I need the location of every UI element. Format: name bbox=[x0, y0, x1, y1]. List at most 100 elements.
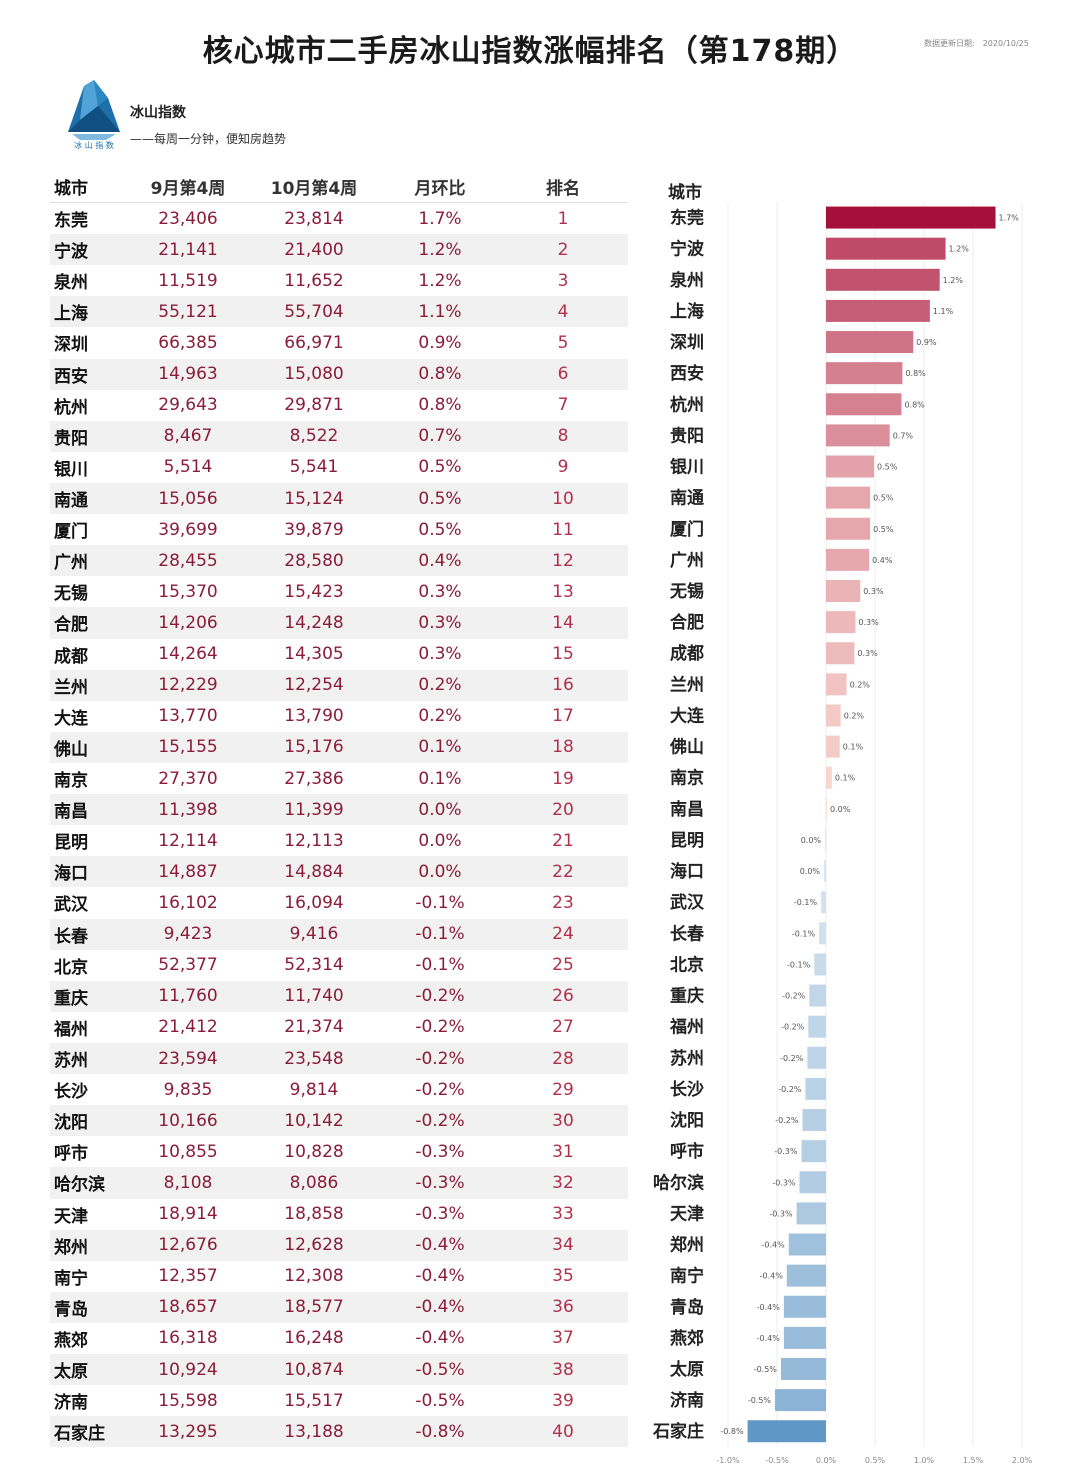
category-label: 西安 bbox=[670, 363, 704, 384]
table-row: 南宁 12,357 12,308 -0.4% 35 bbox=[50, 1261, 628, 1292]
cell-city: 贵阳 bbox=[50, 420, 130, 452]
iceberg-logo: 冰 山 指 数 bbox=[58, 76, 130, 152]
category-label: 南京 bbox=[670, 768, 704, 789]
table-row: 郑州 12,676 12,628 -0.4% 34 bbox=[50, 1229, 628, 1261]
cell-sep-week4: 12,229 bbox=[130, 669, 246, 701]
cell-city: 石家庄 bbox=[50, 1416, 130, 1448]
data-label: 0.1% bbox=[835, 774, 856, 783]
cell-oct-week4: 15,176 bbox=[246, 731, 382, 763]
cell-city: 南通 bbox=[50, 482, 130, 515]
cell-mom: 0.8% bbox=[418, 395, 462, 416]
bar bbox=[802, 1109, 826, 1132]
bar bbox=[821, 891, 826, 914]
bar bbox=[799, 1171, 826, 1194]
cell-city: 广州 bbox=[50, 545, 130, 577]
cell-city: 无锡 bbox=[54, 584, 88, 605]
data-label: -0.4% bbox=[757, 1334, 781, 1343]
cell-mom: -0.4% bbox=[382, 1229, 498, 1261]
bar bbox=[805, 1077, 826, 1100]
cell-oct-week4: 12,113 bbox=[284, 830, 344, 851]
category-label: 兰州 bbox=[670, 674, 704, 695]
cell-rank: 22 bbox=[498, 856, 628, 888]
category-label: 深圳 bbox=[670, 332, 704, 353]
cell-city: 海口 bbox=[50, 856, 130, 888]
cell-rank: 12 bbox=[498, 545, 628, 577]
cell-mom: 0.4% bbox=[382, 545, 498, 577]
cell-mom: 0.1% bbox=[382, 731, 498, 763]
cell-city: 青岛 bbox=[50, 1291, 130, 1323]
cell-city: 银川 bbox=[54, 459, 88, 480]
category-label: 武汉 bbox=[670, 892, 705, 913]
cell-oct-week4: 15,080 bbox=[246, 358, 382, 390]
cell-city: 成都 bbox=[54, 646, 88, 667]
cell-rank: 40 bbox=[498, 1416, 628, 1448]
category-label: 大连 bbox=[670, 705, 705, 726]
category-label: 合肥 bbox=[670, 612, 704, 633]
cell-sep-week4: 15,155 bbox=[130, 731, 246, 763]
category-label: 贵阳 bbox=[670, 425, 704, 446]
cell-sep-week4: 9,835 bbox=[163, 1079, 213, 1100]
cell-city: 南宁 bbox=[54, 1268, 88, 1289]
table-row: 贵阳 8,467 8,522 0.7% 8 bbox=[50, 420, 628, 452]
cell-sep-week4: 28,455 bbox=[130, 545, 246, 577]
cell-sep-week4: 10,855 bbox=[158, 1141, 218, 1162]
cell-sep-week4: 55,121 bbox=[130, 296, 246, 328]
cell-oct-week4: 8,086 bbox=[246, 1167, 382, 1199]
col-header-rank: 排名 bbox=[498, 170, 628, 203]
table-row: 昆明 12,114 12,113 0.0% 21 bbox=[50, 825, 628, 856]
cell-city: 南京 bbox=[54, 771, 88, 792]
cell-rank: 1 bbox=[557, 208, 569, 229]
cell-rank: 18 bbox=[498, 731, 628, 763]
cell-mom: -0.3% bbox=[415, 1204, 465, 1225]
data-label: 1.2% bbox=[943, 276, 964, 285]
cell-city: 武汉 bbox=[54, 895, 88, 916]
cell-city: 长春 bbox=[50, 918, 130, 950]
table-row: 长春 9,423 9,416 -0.1% 24 bbox=[50, 918, 628, 950]
cell-sep-week4: 52,377 bbox=[158, 955, 218, 976]
data-label: 1.2% bbox=[949, 245, 970, 254]
cell-city: 重庆 bbox=[50, 980, 130, 1012]
cell-oct-week4: 9,814 bbox=[289, 1079, 339, 1100]
cell-oct-week4: 23,814 bbox=[284, 208, 344, 229]
table-row: 佛山 15,155 15,176 0.1% 18 bbox=[50, 731, 628, 763]
data-label: -0.2% bbox=[782, 992, 806, 1001]
cell-rank: 16 bbox=[498, 669, 628, 701]
bar bbox=[826, 455, 875, 478]
data-label: -0.1% bbox=[794, 898, 818, 907]
category-label: 重庆 bbox=[670, 986, 704, 1007]
cell-rank: 29 bbox=[552, 1079, 574, 1100]
cell-mom: -0.5% bbox=[382, 1354, 498, 1386]
x-tick-label: 0.5% bbox=[865, 1456, 886, 1465]
cell-mom: -0.2% bbox=[415, 1017, 465, 1038]
bar bbox=[826, 206, 996, 229]
cell-city: 济南 bbox=[54, 1393, 88, 1414]
col-header-mom: 月环比 bbox=[382, 170, 498, 203]
cell-sep-week4: 8,108 bbox=[130, 1167, 246, 1199]
table-row: 无锡 15,370 15,423 0.3% 13 bbox=[50, 576, 628, 607]
bar bbox=[825, 828, 827, 851]
category-label: 太原 bbox=[670, 1359, 704, 1380]
bar bbox=[826, 580, 861, 602]
data-label: 1.7% bbox=[999, 214, 1020, 223]
data-label: -0.2% bbox=[781, 1023, 805, 1032]
table-row: 武汉 16,102 16,094 -0.1% 23 bbox=[50, 887, 628, 918]
table-row: 厦门 39,699 39,879 0.5% 11 bbox=[50, 514, 628, 545]
x-tick-label: 0.0% bbox=[816, 1456, 837, 1465]
data-label: 0.5% bbox=[873, 494, 894, 503]
cell-city: 长沙 bbox=[54, 1082, 88, 1103]
bar bbox=[796, 1202, 826, 1225]
data-label: -0.2% bbox=[775, 1116, 799, 1125]
cell-rank: 39 bbox=[552, 1390, 574, 1411]
table-row: 海口 14,887 14,884 0.0% 22 bbox=[50, 856, 628, 888]
data-label: -0.1% bbox=[792, 929, 816, 938]
cell-sep-week4: 11,760 bbox=[130, 980, 246, 1012]
cell-oct-week4: 55,704 bbox=[246, 296, 382, 328]
bar bbox=[814, 953, 826, 976]
cell-mom: 0.3% bbox=[418, 644, 462, 665]
category-label: 燕郊 bbox=[670, 1328, 704, 1349]
col-header-oct-week4: 10月第4周 bbox=[246, 170, 382, 203]
update-date: 数据更新日期: 2020/10/25 bbox=[924, 38, 1029, 49]
cell-mom: 0.1% bbox=[418, 768, 462, 789]
cell-city: 宁波 bbox=[50, 234, 130, 266]
cell-sep-week4: 66,385 bbox=[158, 332, 218, 353]
